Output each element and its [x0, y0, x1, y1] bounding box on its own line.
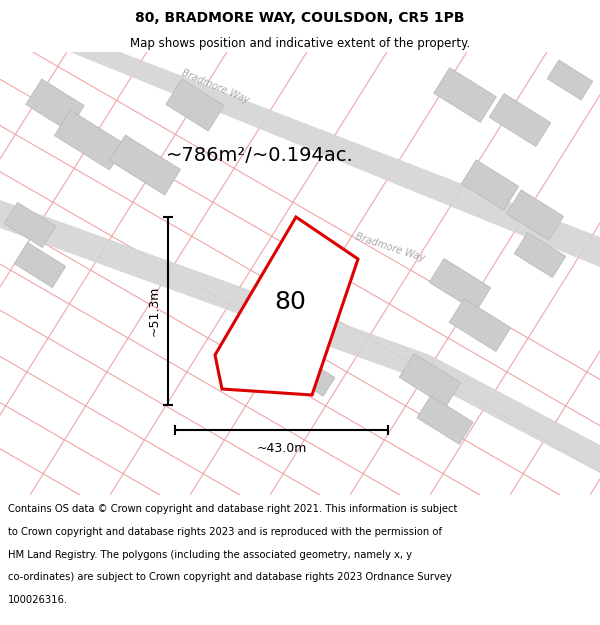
Text: Bradmore Way: Bradmore Way [354, 231, 426, 263]
Text: 80: 80 [274, 290, 306, 314]
Text: Map shows position and indicative extent of the property.: Map shows position and indicative extent… [130, 38, 470, 51]
Text: Bradmore Way: Bradmore Way [179, 68, 250, 106]
Polygon shape [215, 217, 358, 395]
Text: HM Land Registry. The polygons (including the associated geometry, namely x, y: HM Land Registry. The polygons (includin… [8, 549, 412, 559]
Text: 80, BRADMORE WAY, COULSDON, CR5 1PB: 80, BRADMORE WAY, COULSDON, CR5 1PB [135, 11, 465, 26]
Polygon shape [242, 316, 298, 364]
Polygon shape [429, 259, 491, 311]
Polygon shape [514, 232, 566, 278]
Polygon shape [449, 299, 511, 351]
Polygon shape [417, 396, 473, 444]
Polygon shape [506, 190, 563, 240]
Text: ~786m²/~0.194ac.: ~786m²/~0.194ac. [166, 146, 354, 164]
Text: ~51.3m: ~51.3m [148, 286, 161, 336]
Polygon shape [434, 68, 496, 122]
Polygon shape [285, 354, 335, 396]
Polygon shape [4, 202, 56, 248]
Polygon shape [109, 135, 181, 195]
Polygon shape [0, 200, 600, 473]
Text: ~43.0m: ~43.0m [256, 441, 307, 454]
Text: to Crown copyright and database rights 2023 and is reproduced with the permissio: to Crown copyright and database rights 2… [8, 527, 442, 537]
Polygon shape [166, 79, 224, 131]
Polygon shape [55, 110, 125, 170]
Text: 100026316.: 100026316. [8, 595, 68, 605]
Polygon shape [26, 79, 84, 131]
Polygon shape [399, 354, 461, 406]
Polygon shape [70, 52, 600, 267]
Text: Contains OS data © Crown copyright and database right 2021. This information is : Contains OS data © Crown copyright and d… [8, 504, 457, 514]
Polygon shape [14, 242, 66, 288]
Polygon shape [489, 94, 551, 146]
Text: co-ordinates) are subject to Crown copyright and database rights 2023 Ordnance S: co-ordinates) are subject to Crown copyr… [8, 572, 452, 582]
Polygon shape [547, 60, 593, 100]
Polygon shape [461, 160, 518, 210]
